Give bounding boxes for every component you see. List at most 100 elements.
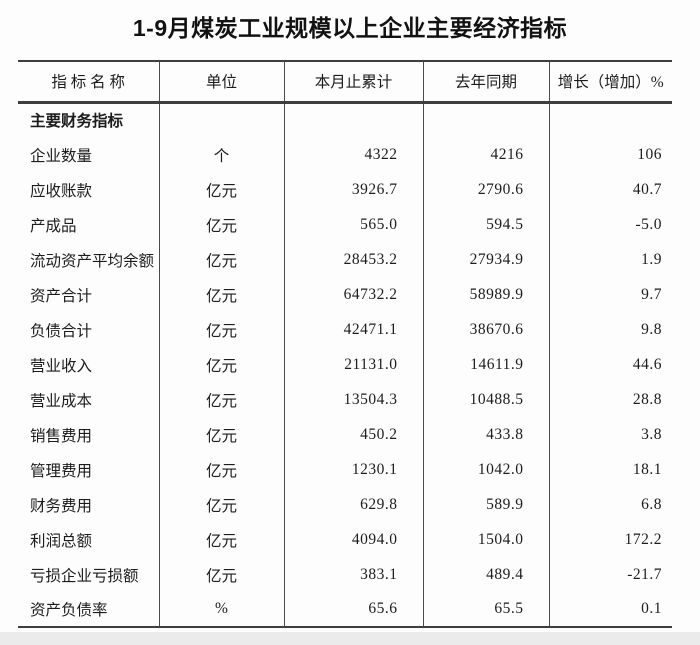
table-row: 企业数量 个 4322 4216 106	[18, 137, 672, 172]
indicator-name-cell: 流动资产平均余额	[30, 252, 155, 270]
last-year-value-cell: 2790.6	[422, 172, 549, 207]
column-header-unit: 单位	[158, 60, 284, 104]
empty-cell	[422, 102, 549, 137]
growth-value-cell: 40.7	[548, 172, 672, 207]
section-header-row: 主要财务指标	[18, 102, 672, 137]
current-value-cell: 65.6	[283, 592, 423, 628]
column-header-growth: 增长（增加）%	[548, 60, 672, 104]
growth-value-cell: 172.2	[548, 522, 672, 557]
indicator-name-cell: 营业成本	[30, 392, 93, 410]
table-row: 亏损企业亏损额 亿元 383.1 489.4 -21.7	[18, 557, 672, 592]
table-row: 营业成本 亿元 13504.3 10488.5 28.8	[18, 382, 672, 417]
current-value-cell: 13504.3	[283, 382, 423, 417]
indicator-name-cell: 营业收入	[30, 357, 93, 375]
indicator-name-cell: 亏损企业亏损额	[30, 567, 139, 585]
unit-cell: 亿元	[158, 242, 284, 277]
last-year-value-cell: 594.5	[422, 207, 549, 242]
column-header-current: 本月止累计	[283, 60, 423, 104]
table-row: 资产合计 亿元 64732.2 58989.9 9.7	[18, 277, 672, 312]
last-year-value-cell: 65.5	[422, 592, 549, 628]
growth-value-cell: 18.1	[548, 452, 672, 487]
growth-value-cell: 1.9	[548, 242, 672, 277]
current-value-cell: 4094.0	[283, 522, 423, 557]
last-year-value-cell: 1504.0	[422, 522, 549, 557]
unit-cell: 亿元	[158, 452, 284, 487]
indicator-name-cell: 企业数量	[30, 147, 93, 165]
growth-value-cell: -5.0	[548, 207, 672, 242]
table-row: 应收账款 亿元 3926.7 2790.6 40.7	[18, 172, 672, 207]
current-value-cell: 64732.2	[283, 277, 423, 312]
last-year-value-cell: 14611.9	[422, 347, 549, 382]
unit-cell: 亿元	[158, 207, 284, 242]
indicator-name-cell: 产成品	[30, 217, 77, 235]
current-value-cell: 450.2	[283, 417, 423, 452]
unit-cell: 亿元	[158, 382, 284, 417]
indicator-name-cell: 资产负债率	[18, 592, 159, 628]
indicator-name-cell: 管理费用	[30, 462, 93, 480]
unit-cell: 亿元	[158, 487, 284, 522]
section-header-cell: 主要财务指标	[30, 113, 124, 131]
growth-value-cell: 6.8	[548, 487, 672, 522]
last-year-value-cell: 10488.5	[422, 382, 549, 417]
table-row: 负债合计 亿元 42471.1 38670.6 9.8	[18, 312, 672, 347]
empty-cell	[158, 102, 284, 137]
table-row: 资产负债率 % 65.6 65.5 0.1	[18, 592, 672, 628]
last-year-value-cell: 489.4	[422, 557, 549, 592]
current-value-cell: 629.8	[283, 487, 423, 522]
unit-cell: 亿元	[158, 347, 284, 382]
current-value-cell: 42471.1	[283, 312, 423, 347]
growth-value-cell: 3.8	[548, 417, 672, 452]
unit-cell: 亿元	[158, 417, 284, 452]
footer-strip	[0, 632, 700, 645]
last-year-value-cell: 1042.0	[422, 452, 549, 487]
growth-value-cell: -21.7	[548, 557, 672, 592]
unit-cell: 个	[158, 137, 284, 172]
growth-value-cell: 0.1	[548, 592, 672, 628]
current-value-cell: 4322	[283, 137, 423, 172]
indicator-name-cell: 资产合计	[30, 287, 93, 305]
indicators-table: 指 标 名 称 单位 本月止累计 去年同期 增长（增加）% 主要财务指标 企业数…	[18, 60, 672, 628]
column-header-indicator: 指 标 名 称	[18, 60, 159, 104]
growth-value-cell: 9.7	[548, 277, 672, 312]
growth-value-cell: 106	[548, 137, 672, 172]
current-value-cell: 1230.1	[283, 452, 423, 487]
last-year-value-cell: 589.9	[422, 487, 549, 522]
table-row: 管理费用 亿元 1230.1 1042.0 18.1	[18, 452, 672, 487]
current-value-cell: 3926.7	[283, 172, 423, 207]
unit-cell: 亿元	[158, 312, 284, 347]
unit-cell: 亿元	[158, 172, 284, 207]
current-value-cell: 383.1	[283, 557, 423, 592]
unit-cell: 亿元	[158, 277, 284, 312]
growth-value-cell: 28.8	[548, 382, 672, 417]
unit-cell: 亿元	[158, 522, 284, 557]
indicator-name-cell: 利润总额	[30, 532, 93, 550]
growth-value-cell: 9.8	[548, 312, 672, 347]
last-year-value-cell: 433.8	[422, 417, 549, 452]
current-value-cell: 28453.2	[283, 242, 423, 277]
table-row: 流动资产平均余额 亿元 28453.2 27934.9 1.9	[18, 242, 672, 277]
page-title: 1-9月煤炭工业规模以上企业主要经济指标	[132, 15, 568, 41]
table-row: 产成品 亿元 565.0 594.5 -5.0	[18, 207, 672, 242]
column-header-last-year: 去年同期	[422, 60, 549, 104]
empty-cell	[283, 102, 423, 137]
indicator-name-cell: 财务费用	[30, 497, 93, 515]
last-year-value-cell: 58989.9	[422, 277, 549, 312]
last-year-value-cell: 4216	[422, 137, 549, 172]
current-value-cell: 21131.0	[283, 347, 423, 382]
last-year-value-cell: 27934.9	[422, 242, 549, 277]
indicator-name-cell: 应收账款	[30, 182, 93, 200]
table-row: 财务费用 亿元 629.8 589.9 6.8	[18, 487, 672, 522]
unit-cell: 亿元	[158, 557, 284, 592]
indicator-name-cell: 销售费用	[30, 427, 93, 445]
unit-cell: %	[158, 592, 284, 628]
header-row: 指 标 名 称 单位 本月止累计 去年同期 增长（增加）%	[18, 60, 672, 104]
table-row: 利润总额 亿元 4094.0 1504.0 172.2	[18, 522, 672, 557]
growth-value-cell: 44.6	[548, 347, 672, 382]
empty-cell	[548, 102, 672, 137]
last-year-value-cell: 38670.6	[422, 312, 549, 347]
current-value-cell: 565.0	[283, 207, 423, 242]
indicator-name-cell: 负债合计	[30, 322, 93, 340]
table-row: 销售费用 亿元 450.2 433.8 3.8	[18, 417, 672, 452]
table-row: 营业收入 亿元 21131.0 14611.9 44.6	[18, 347, 672, 382]
